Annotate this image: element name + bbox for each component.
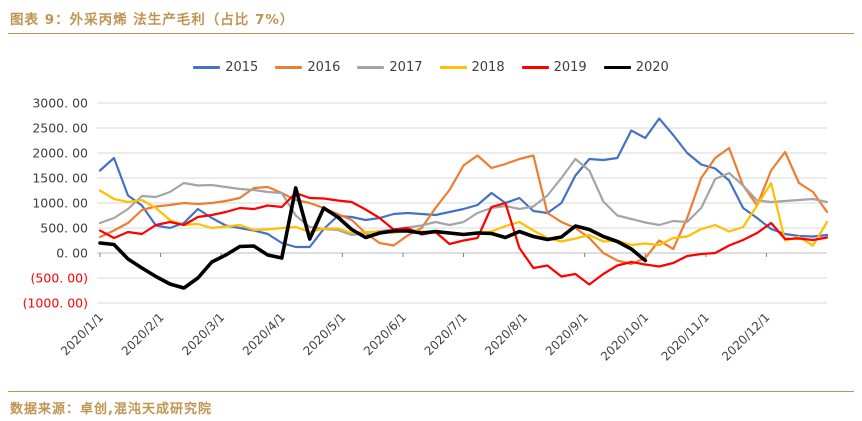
- legend-item-2016: 2016: [275, 60, 340, 75]
- svg-text:2020/1/1: 2020/1/1: [58, 310, 106, 358]
- svg-text:0. 00: 0. 00: [56, 246, 88, 261]
- legend-swatch-2020: [603, 65, 631, 70]
- svg-text:2020/7/1: 2020/7/1: [422, 310, 470, 358]
- svg-text:2020/3/1: 2020/3/1: [179, 310, 227, 358]
- svg-text:2020/5/1: 2020/5/1: [300, 310, 348, 358]
- svg-text:2020/9/1: 2020/9/1: [543, 310, 591, 358]
- chart-legend: 2015 2016 2017 2018 2019 2020: [0, 60, 862, 75]
- series-line-2020: [98, 186, 648, 290]
- svg-text:2020/8/1: 2020/8/1: [482, 310, 530, 358]
- svg-text:1500. 00: 1500. 00: [32, 171, 88, 186]
- legend-item-2015: 2015: [193, 60, 258, 75]
- legend-label: 2020: [635, 60, 669, 75]
- legend-label: 2017: [389, 60, 423, 75]
- legend-label: 2015: [225, 60, 259, 75]
- svg-text:500. 00: 500. 00: [40, 221, 88, 236]
- legend-swatch-2019: [521, 66, 549, 69]
- svg-text:3000. 00: 3000. 00: [32, 96, 88, 111]
- series-line-2017: [98, 157, 829, 237]
- svg-text:2020/12/1: 2020/12/1: [719, 310, 772, 363]
- series-line-2019: [98, 191, 829, 286]
- legend-label: 2019: [553, 60, 587, 75]
- svg-text:2020/2/1: 2020/2/1: [119, 310, 167, 358]
- series-lines: [98, 117, 829, 290]
- svg-text:(1000. 00): (1000. 00): [23, 296, 88, 311]
- legend-item-2017: 2017: [357, 60, 423, 75]
- footer-divider: [8, 391, 854, 392]
- svg-text:2020/11/1: 2020/11/1: [659, 310, 712, 363]
- x-axis-labels: 2020/1/1 2020/2/1 2020/3/1 2020/4/1 2020/5/1…: [58, 310, 772, 363]
- legend-swatch-2015: [193, 66, 221, 69]
- y-axis-labels: 3000. 00 2500. 00 2000. 00 1500. 00 1000. 00…: [23, 96, 88, 311]
- svg-text:1000. 00: 1000. 00: [32, 196, 88, 211]
- svg-text:2500. 00: 2500. 00: [32, 121, 88, 136]
- legend-item-2019: 2019: [521, 60, 587, 75]
- legend-swatch-2017: [357, 66, 385, 69]
- x-axis-ticks: [99, 253, 767, 257]
- legend-swatch-2018: [439, 66, 467, 69]
- data-source: 数据来源：卓创,混沌天成研究院: [10, 402, 212, 417]
- legend-item-2020: 2020: [603, 60, 669, 75]
- legend-label: 2016: [307, 60, 341, 75]
- svg-text:(500. 00): (500. 00): [31, 271, 88, 286]
- svg-text:2020/4/1: 2020/4/1: [240, 310, 288, 358]
- legend-swatch-2016: [275, 66, 303, 69]
- figure-title: 图表 9：外采丙烯 法生产毛利（占比 7%）: [10, 12, 295, 28]
- svg-text:2020/6/1: 2020/6/1: [361, 310, 409, 358]
- series-line-2016: [98, 146, 829, 266]
- legend-label: 2018: [471, 60, 505, 75]
- svg-text:2020/10/1: 2020/10/1: [598, 310, 651, 363]
- series-line-2015: [98, 117, 829, 249]
- svg-text:2000. 00: 2000. 00: [32, 146, 88, 161]
- title-divider: [8, 33, 854, 34]
- legend-item-2018: 2018: [439, 60, 505, 75]
